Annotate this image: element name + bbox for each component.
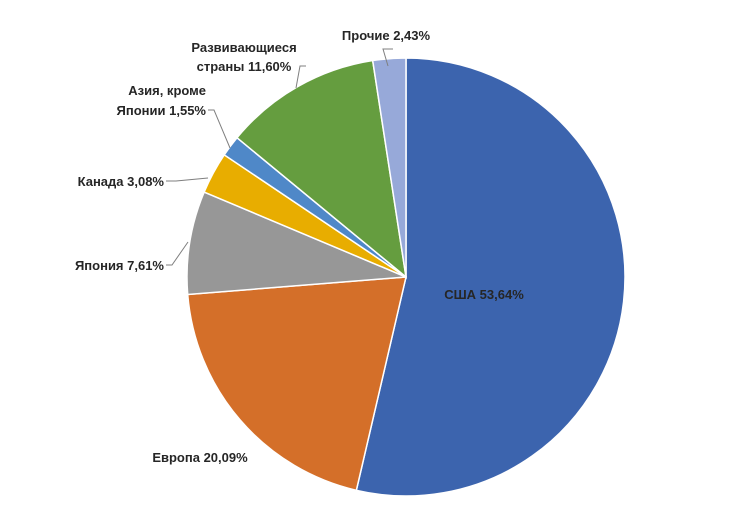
pie-slice-1 [186,276,407,492]
pie-slice-5 [235,59,408,279]
leader-lines [166,48,393,266]
slice-label-ssha: США 53,64% [444,287,524,302]
leader-line-razvivayushchiesya [295,65,306,89]
slice-label-aziya-line2: Японии 1,55% [117,103,207,118]
leader-line-yaponiya [166,241,189,266]
slice-label-razvivayushchiesya-line2: страны 11,60% [197,59,292,74]
leader-line-aziya [208,109,231,149]
slice-label-yaponiya: Япония 7,61% [75,258,164,273]
pie-slice-0 [355,57,626,497]
slice-label-evropa: Европа 20,09% [152,450,248,465]
slice-label-kanada: Канада 3,08% [78,174,165,189]
leader-line-prochie [382,48,393,67]
leader-line-kanada [166,177,209,182]
pie-slice-2 [186,191,407,296]
pie-slice-6 [371,57,407,278]
slice-label-aziya-line1: Азия, кроме [128,83,206,98]
slice-label-prochie: Прочие 2,43% [342,28,431,43]
slice-label-razvivayushchiesya-line1: Развивающиеся [191,40,296,55]
pie-slices [186,57,626,497]
